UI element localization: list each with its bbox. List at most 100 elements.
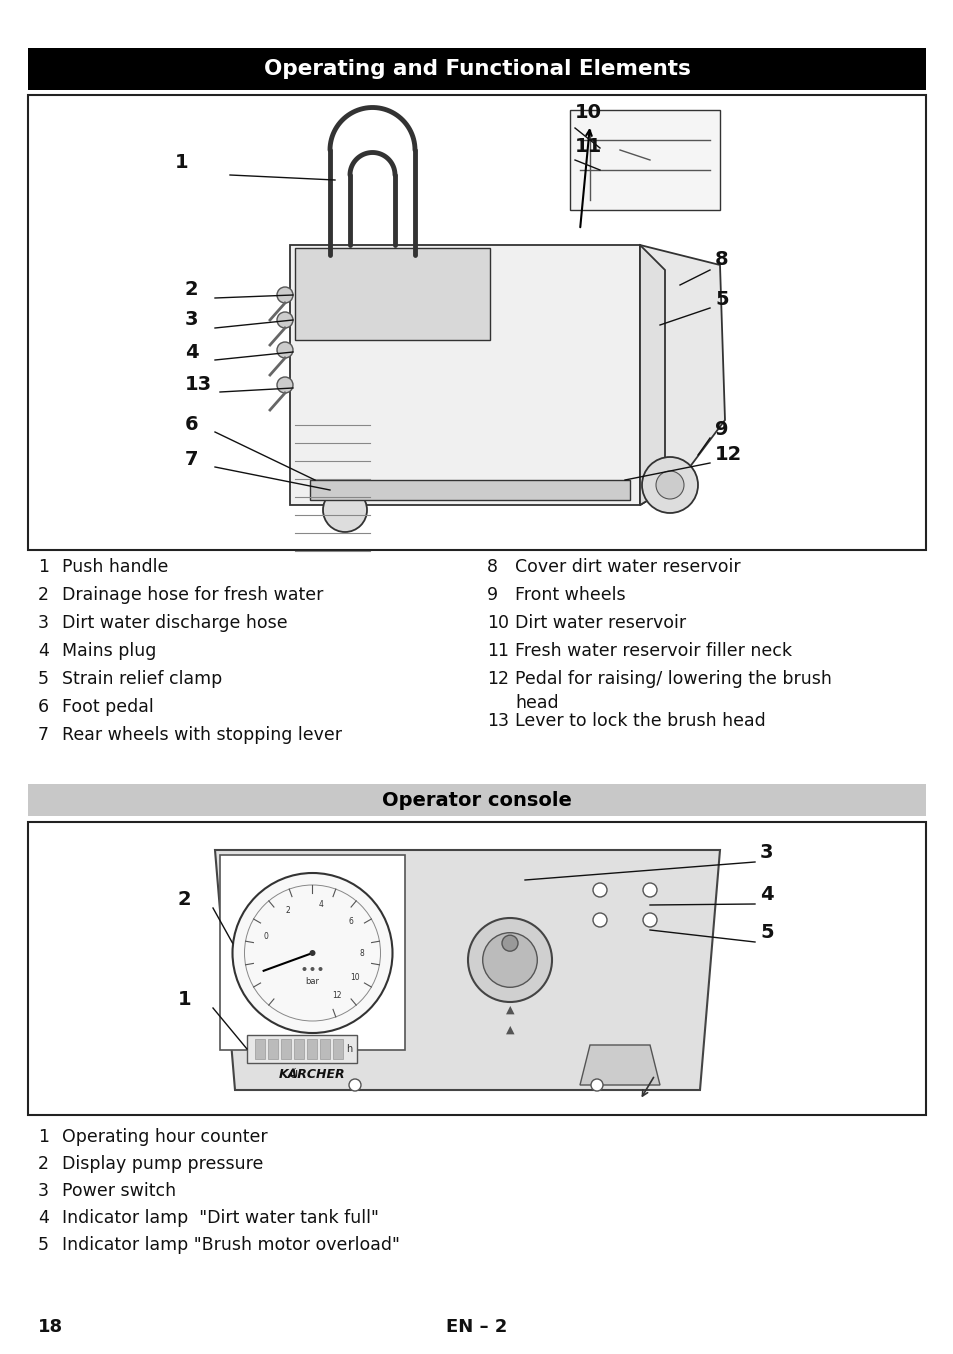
Text: Operating hour counter: Operating hour counter bbox=[62, 1128, 268, 1145]
Text: 7: 7 bbox=[38, 726, 49, 743]
Bar bbox=[268, 1039, 277, 1059]
Text: KARCHER: KARCHER bbox=[279, 1068, 345, 1082]
Text: 11: 11 bbox=[575, 137, 601, 156]
Circle shape bbox=[501, 936, 517, 952]
Polygon shape bbox=[290, 245, 664, 505]
Text: 2: 2 bbox=[38, 586, 49, 604]
Bar bbox=[294, 1039, 304, 1059]
Bar bbox=[307, 1039, 316, 1059]
Text: head: head bbox=[515, 695, 558, 712]
Bar bbox=[254, 1039, 265, 1059]
Polygon shape bbox=[214, 850, 720, 1090]
Circle shape bbox=[641, 458, 698, 513]
Text: 4: 4 bbox=[318, 899, 323, 909]
Text: 5: 5 bbox=[38, 1236, 49, 1254]
Text: 8: 8 bbox=[714, 250, 728, 269]
Text: Dirt water discharge hose: Dirt water discharge hose bbox=[62, 613, 287, 632]
Text: 1: 1 bbox=[174, 153, 189, 172]
Text: 4: 4 bbox=[185, 343, 198, 362]
Circle shape bbox=[318, 967, 322, 971]
Circle shape bbox=[590, 1079, 602, 1091]
Bar bbox=[281, 1039, 291, 1059]
Text: Front wheels: Front wheels bbox=[515, 586, 625, 604]
Text: 7: 7 bbox=[185, 450, 198, 468]
Circle shape bbox=[468, 918, 552, 1002]
Circle shape bbox=[244, 886, 380, 1021]
Text: 12: 12 bbox=[714, 445, 741, 464]
Text: Foot pedal: Foot pedal bbox=[62, 699, 153, 716]
Circle shape bbox=[642, 883, 657, 896]
Text: Operator console: Operator console bbox=[381, 791, 572, 810]
Text: 11: 11 bbox=[486, 642, 509, 659]
Text: ▲: ▲ bbox=[505, 1005, 514, 1016]
Text: 5: 5 bbox=[760, 923, 773, 942]
Polygon shape bbox=[579, 1045, 659, 1085]
Text: 12: 12 bbox=[333, 991, 342, 1001]
Text: Indicator lamp "Brush motor overload": Indicator lamp "Brush motor overload" bbox=[62, 1236, 399, 1254]
Text: 4: 4 bbox=[38, 642, 49, 659]
Text: Indicator lamp  "Dirt water tank full": Indicator lamp "Dirt water tank full" bbox=[62, 1209, 378, 1227]
Bar bbox=[28, 47, 925, 89]
Circle shape bbox=[302, 967, 306, 971]
Text: 1: 1 bbox=[38, 1128, 49, 1145]
Text: Dirt water reservoir: Dirt water reservoir bbox=[515, 613, 685, 632]
Circle shape bbox=[276, 376, 293, 393]
Text: 9: 9 bbox=[714, 420, 728, 439]
Text: Fresh water reservoir filler neck: Fresh water reservoir filler neck bbox=[515, 642, 791, 659]
Polygon shape bbox=[639, 245, 724, 505]
Bar bbox=[28, 822, 925, 1114]
Bar bbox=[247, 1034, 356, 1063]
Circle shape bbox=[593, 913, 606, 927]
Text: 12: 12 bbox=[486, 670, 509, 688]
Bar bbox=[28, 95, 925, 550]
Text: 4: 4 bbox=[38, 1209, 49, 1227]
Polygon shape bbox=[294, 248, 490, 340]
Circle shape bbox=[642, 913, 657, 927]
Bar bbox=[333, 1039, 343, 1059]
Circle shape bbox=[323, 487, 367, 532]
Text: 5: 5 bbox=[38, 670, 49, 688]
Bar bbox=[220, 854, 405, 1049]
Text: Operating and Functional Elements: Operating and Functional Elements bbox=[263, 60, 690, 79]
Text: EN – 2: EN – 2 bbox=[446, 1317, 507, 1336]
Text: Rear wheels with stopping lever: Rear wheels with stopping lever bbox=[62, 726, 341, 743]
Text: ▲: ▲ bbox=[505, 1025, 514, 1034]
Text: Push handle: Push handle bbox=[62, 558, 168, 575]
Text: Ü: Ü bbox=[290, 1070, 298, 1080]
Text: 8: 8 bbox=[486, 558, 497, 575]
Text: 2: 2 bbox=[185, 280, 198, 299]
Circle shape bbox=[276, 343, 293, 357]
Text: 1: 1 bbox=[38, 558, 49, 575]
Circle shape bbox=[276, 287, 293, 303]
Text: 3: 3 bbox=[185, 310, 198, 329]
Text: 5: 5 bbox=[714, 290, 728, 309]
Text: 10: 10 bbox=[351, 974, 360, 982]
Text: 10: 10 bbox=[486, 613, 509, 632]
Text: 1: 1 bbox=[178, 990, 192, 1009]
Text: 13: 13 bbox=[486, 712, 509, 730]
Text: 2: 2 bbox=[285, 906, 290, 914]
Text: 0: 0 bbox=[263, 932, 268, 941]
Text: 3: 3 bbox=[38, 613, 49, 632]
Text: 8: 8 bbox=[359, 949, 364, 957]
Text: Display pump pressure: Display pump pressure bbox=[62, 1155, 263, 1173]
Circle shape bbox=[656, 471, 683, 500]
Text: Mains plug: Mains plug bbox=[62, 642, 156, 659]
Text: 6: 6 bbox=[348, 917, 353, 926]
Circle shape bbox=[309, 951, 315, 956]
Text: h: h bbox=[346, 1044, 352, 1053]
Text: 6: 6 bbox=[38, 699, 49, 716]
Bar bbox=[569, 110, 720, 210]
Text: bar: bar bbox=[305, 976, 319, 986]
Text: Cover dirt water reservoir: Cover dirt water reservoir bbox=[515, 558, 740, 575]
Text: 18: 18 bbox=[38, 1317, 63, 1336]
Circle shape bbox=[310, 967, 314, 971]
Circle shape bbox=[482, 933, 537, 987]
Bar bbox=[28, 784, 925, 816]
Text: 2: 2 bbox=[38, 1155, 49, 1173]
Circle shape bbox=[233, 873, 392, 1033]
Text: 4: 4 bbox=[760, 886, 773, 904]
Text: Power switch: Power switch bbox=[62, 1182, 176, 1200]
Text: Lever to lock the brush head: Lever to lock the brush head bbox=[515, 712, 765, 730]
Circle shape bbox=[276, 311, 293, 328]
